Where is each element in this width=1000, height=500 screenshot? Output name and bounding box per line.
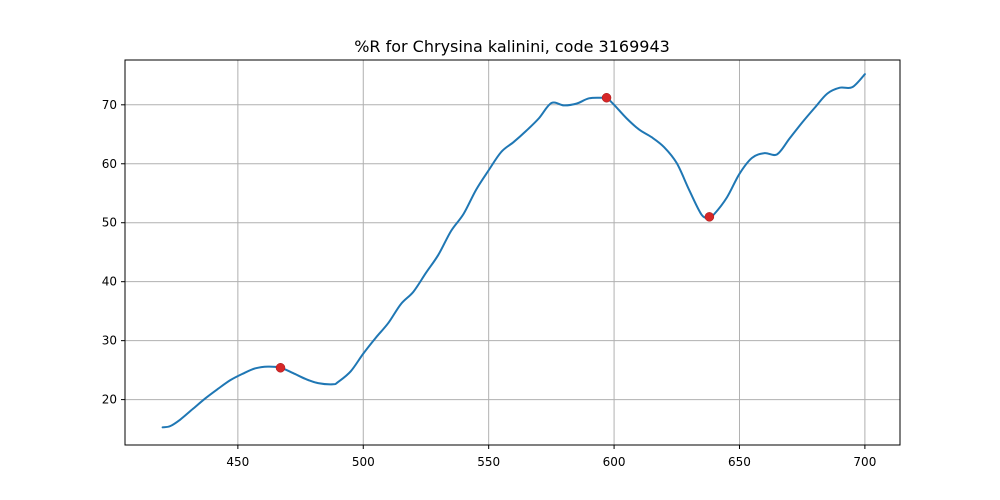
- x-tick-label: 650: [728, 455, 751, 469]
- x-tick-label: 450: [226, 455, 249, 469]
- axes-frame: [124, 59, 901, 446]
- highlight-point: [601, 92, 612, 103]
- chart-title: %R for Chrysina kalinini, code 3169943: [354, 37, 670, 56]
- highlight-point: [704, 212, 715, 222]
- highlight-markers: [275, 92, 715, 373]
- y-tick-label: 40: [102, 275, 117, 289]
- x-tick-label: 550: [477, 455, 500, 469]
- y-tick-label: 60: [102, 157, 117, 171]
- highlight-point: [275, 363, 286, 373]
- y-tick-label: 20: [102, 393, 117, 407]
- y-tick-label: 50: [102, 216, 117, 230]
- reflectance-line: [161, 73, 866, 429]
- x-tick-label: 500: [352, 455, 375, 469]
- y-tick-label: 70: [102, 98, 117, 112]
- y-tick-label: 30: [102, 334, 117, 348]
- grid: [125, 60, 900, 445]
- x-tick-label: 700: [853, 455, 876, 469]
- series-layer: [161, 73, 866, 429]
- ticks: 450 500 550 600 650 700 20 30 40 50 60 70: [102, 98, 877, 469]
- x-tick-label: 600: [603, 455, 626, 469]
